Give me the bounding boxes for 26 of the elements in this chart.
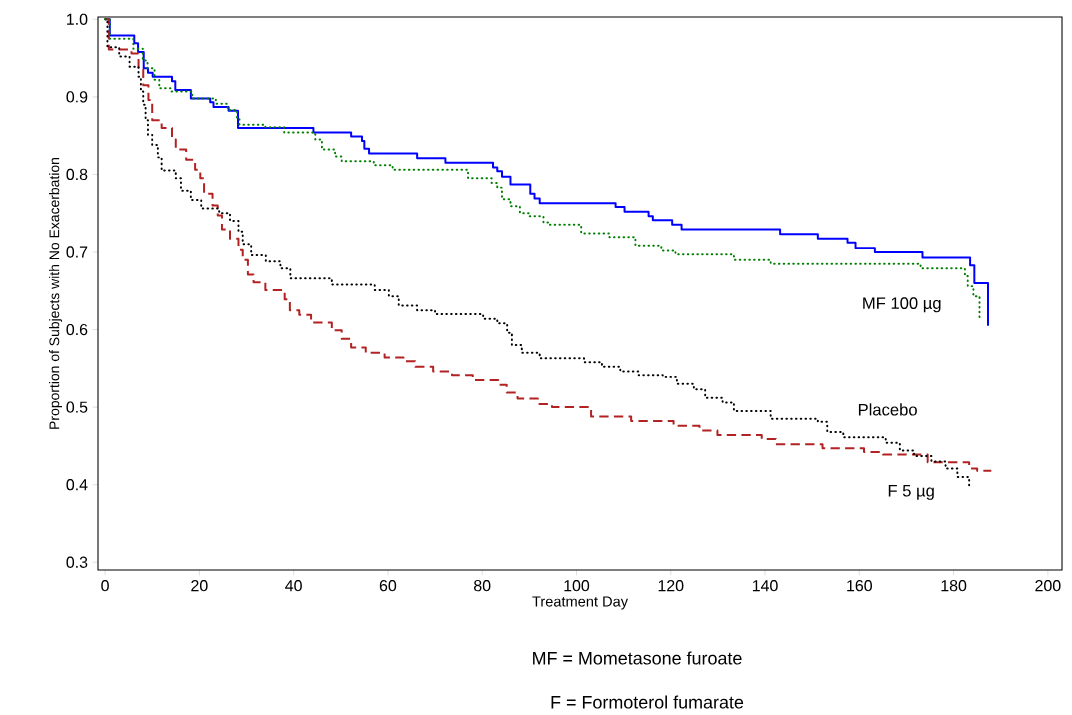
text: F = Formoterol fumarate xyxy=(551,695,744,709)
x-tick-label: 120 xyxy=(658,580,684,592)
x-tick-label: 80 xyxy=(474,580,491,592)
y-tick-label: 0.6 xyxy=(66,323,88,336)
x-tick-label: 40 xyxy=(285,580,302,592)
y-tick-label: 1.0 xyxy=(67,13,88,25)
x-tick-label: 140 xyxy=(752,580,778,592)
x-tick-label: 20 xyxy=(191,580,208,592)
y-axis-title: Proportion of Subjects with No Exacerbation xyxy=(49,157,63,429)
y-tick-label: 0.3 xyxy=(66,556,88,568)
x-axis-title: Treatment Day xyxy=(532,596,628,610)
x-tick-label: 180 xyxy=(941,580,967,592)
x-tick-label: 100 xyxy=(564,580,590,592)
text: MF = Mometasone furoate xyxy=(533,651,742,665)
series-label: F 5 µg xyxy=(888,485,934,500)
y-tick-label: 0.5 xyxy=(66,401,88,413)
x-tick-label: 160 xyxy=(847,580,872,592)
series-label: MF 100 µg xyxy=(863,297,941,313)
x-tick-label: 60 xyxy=(379,580,397,592)
y-tick-label: 0.4 xyxy=(66,479,88,491)
y-tick-label: 0.8 xyxy=(66,168,88,181)
x-tick-label: 200 xyxy=(1035,580,1061,592)
series-label: Placebo xyxy=(858,403,917,416)
x-tick-label: 0 xyxy=(101,580,109,592)
y-tick-label: 0.9 xyxy=(66,91,88,103)
y-tick-label: 0.7 xyxy=(66,246,88,258)
